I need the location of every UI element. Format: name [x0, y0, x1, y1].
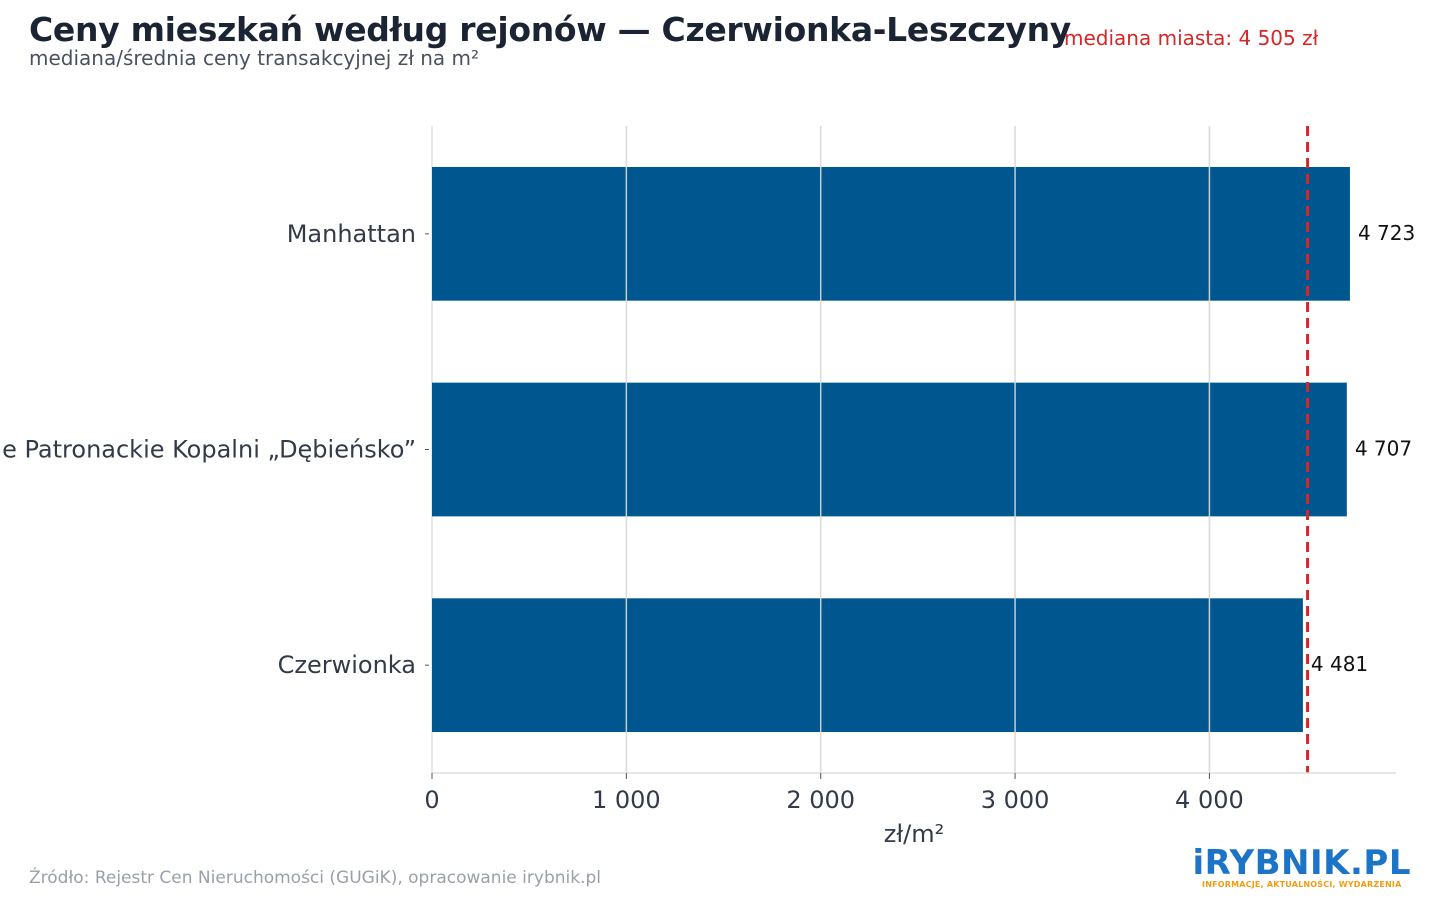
category-label: Manhattan — [287, 220, 416, 248]
x-tick-label: 1 000 — [592, 786, 661, 814]
bars-layer — [432, 126, 1350, 773]
median-annotation: mediana miasta: 4 505 zł — [1064, 26, 1319, 50]
x-tick-label: 3 000 — [981, 786, 1050, 814]
category-label: Osiedle Patronackie Kopalni „Dębieńsko” — [0, 436, 416, 464]
bar — [432, 598, 1303, 733]
category-label: Czerwionka — [278, 651, 416, 679]
bar — [432, 382, 1347, 517]
value-label: 4 481 — [1311, 652, 1368, 676]
source-note: Źródło: Rejestr Cen Nieruchomości (GUGiK… — [29, 868, 601, 888]
axis-layer — [425, 233, 1396, 779]
x-tick-label: 0 — [424, 786, 439, 814]
chart-subtitle: mediana/średnia ceny transakcyjnej zł na… — [29, 46, 480, 70]
value-label: 4 723 — [1358, 221, 1415, 245]
chart-title: Ceny mieszkań według rejonów — Czerwionk… — [29, 10, 1072, 49]
x-tick-label: 2 000 — [786, 786, 855, 814]
logo-tagline: INFORMACJE, AKTUALNOŚCI, WYDARZENIA — [1202, 880, 1402, 889]
labels-layer: Manhattan 4 723 Osiedle Patronackie Kopaln… — [0, 220, 1415, 848]
x-axis-title: zł/m² — [884, 820, 945, 848]
bar — [432, 166, 1350, 301]
site-logo: iRYBNIK.PL INFORMACJE, AKTUALNOŚCI, WYDA… — [1193, 846, 1411, 890]
x-tick-label: 4 000 — [1175, 786, 1244, 814]
logo-text: iRYBNIK.PL — [1192, 843, 1411, 883]
value-label: 4 707 — [1355, 437, 1412, 461]
